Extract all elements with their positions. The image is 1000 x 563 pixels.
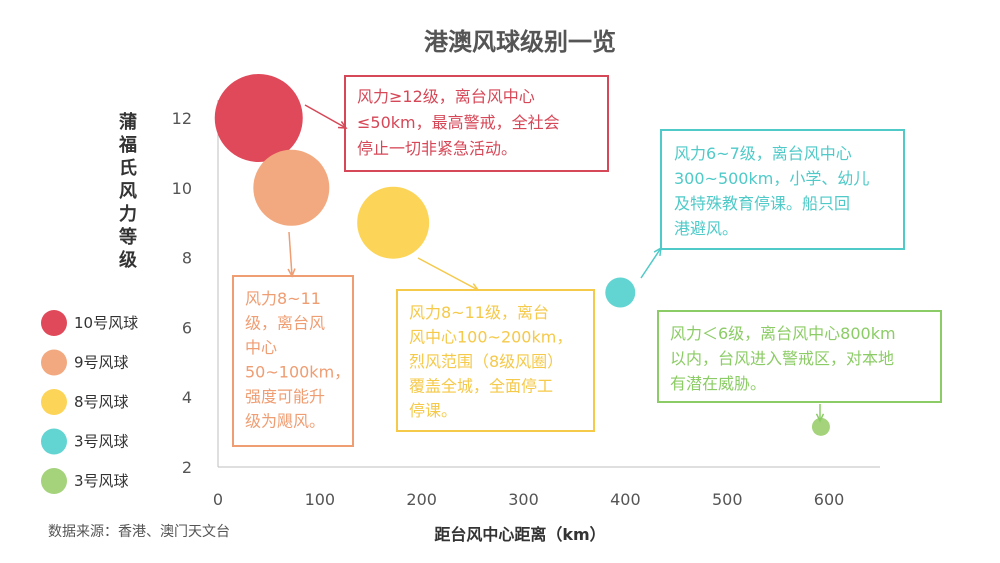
legend-swatch bbox=[41, 349, 67, 376]
data-points bbox=[214, 74, 830, 436]
annotation-frame bbox=[396, 289, 595, 432]
x-tick-label: 100 bbox=[305, 490, 336, 509]
chart-title: 港澳风球级别一览 bbox=[424, 28, 616, 56]
x-axis-label: 距台风中心距离（km） bbox=[434, 525, 605, 544]
annotation-line: 覆盖全城，全面停工 bbox=[409, 377, 553, 396]
x-tick-label: 400 bbox=[610, 490, 641, 509]
annotation-line: 风力≥12级，离台风中心 bbox=[357, 87, 535, 106]
annotation-box: 风力6~7级，离台风中心 300~500km，小学、幼儿及特殊教育停课。船只回港避… bbox=[640, 129, 905, 279]
annotation-line: ≤50km，最高警戒，全社会 bbox=[357, 113, 560, 132]
data-point bbox=[605, 277, 636, 308]
x-tick-label: 600 bbox=[814, 490, 845, 509]
legend-item: 8号风球 bbox=[41, 389, 129, 415]
data-point bbox=[253, 149, 330, 226]
annotation-frame bbox=[232, 275, 354, 447]
annotation-arrowhead bbox=[815, 413, 825, 423]
annotation-line: 风中心100~200km， bbox=[409, 328, 572, 347]
source-note: 数据来源：香港、澳门天文台 bbox=[48, 524, 230, 540]
annotation-line: 强度可能升 bbox=[245, 387, 325, 406]
legend-swatch bbox=[41, 389, 67, 415]
annotation-arrow bbox=[640, 247, 662, 279]
annotation-line: 及特殊教育停课。船只回 bbox=[674, 194, 850, 213]
y-tick-label: 6 bbox=[182, 318, 192, 337]
x-tick-label: 0 bbox=[213, 490, 223, 509]
annotation-line: 级，离台风 bbox=[245, 314, 325, 333]
annotation-line: 港避风。 bbox=[674, 219, 738, 238]
annotation-arrow bbox=[288, 231, 293, 277]
annotation-arrow bbox=[417, 257, 479, 291]
y-tick-label: 12 bbox=[172, 109, 192, 128]
legend-item: 3号风球 bbox=[41, 468, 129, 494]
legend-label: 8号风球 bbox=[74, 393, 129, 411]
legend-item: 10号风球 bbox=[41, 310, 138, 336]
legend-label: 3号风球 bbox=[74, 433, 129, 451]
annotation-line: 中心 bbox=[245, 338, 277, 357]
annotation-arrowhead bbox=[653, 246, 662, 257]
annotation-line: 停止一切非紧急活动。 bbox=[357, 139, 517, 158]
axes: 0 100 200 300 400 500 600 2 4 6 8 10 12 bbox=[172, 100, 880, 509]
annotation-frame bbox=[660, 129, 905, 250]
legend-swatch bbox=[41, 310, 67, 336]
annotation-arrowhead bbox=[287, 268, 296, 278]
x-tick-label: 500 bbox=[712, 490, 743, 509]
annotation-line: 风力＜6级，离台风中心800km bbox=[670, 324, 896, 343]
annotation-arrowhead bbox=[469, 283, 480, 291]
annotation-arrowhead bbox=[337, 121, 348, 129]
data-point bbox=[811, 417, 830, 436]
annotation-line: 停课。 bbox=[409, 401, 457, 420]
legend-item: 3号风球 bbox=[41, 428, 129, 455]
annotation-line: 风力8~11级，离台 bbox=[409, 303, 549, 322]
x-tick-label: 200 bbox=[406, 490, 437, 509]
annotations: 风力≥12级，离台风中心 ≤50km，最高警戒，全社会停止一切非紧急活动。风力8~… bbox=[232, 75, 942, 447]
annotation-line: 风力8~11 bbox=[245, 289, 321, 308]
annotation-frame bbox=[657, 310, 942, 403]
annotation-line: 300~500km，小学、幼儿 bbox=[674, 169, 869, 188]
x-tick-label: 300 bbox=[508, 490, 539, 509]
y-tick-label: 8 bbox=[182, 249, 192, 268]
annotation-line: 烈风范围（8级风圈） bbox=[409, 352, 563, 371]
legend-swatch bbox=[41, 428, 67, 455]
annotation-line: 50~100km， bbox=[245, 363, 350, 382]
legend-label: 10号风球 bbox=[74, 314, 138, 332]
y-tick-label: 2 bbox=[182, 458, 192, 477]
legend-label: 9号风球 bbox=[74, 354, 129, 372]
y-axis-label: 蒲福氏风力等级 bbox=[118, 112, 138, 271]
legend-item: 9号风球 bbox=[41, 349, 129, 376]
annotation-arrow bbox=[304, 104, 347, 129]
data-point bbox=[214, 74, 303, 162]
data-point bbox=[357, 186, 430, 259]
legend-swatch bbox=[41, 468, 67, 494]
annotation-line: 风力6~7级，离台风中心 bbox=[674, 144, 852, 163]
annotation-line: 级为飓风。 bbox=[245, 412, 325, 431]
annotation-line: 以内，台风进入警戒区，对本地 bbox=[670, 349, 894, 368]
y-tick-label: 10 bbox=[172, 179, 192, 198]
legend: 10号风球 9号风球 8号风球 3号风球 3号风球 bbox=[41, 310, 138, 494]
legend-label: 3号风球 bbox=[74, 472, 129, 490]
y-tick-label: 4 bbox=[182, 388, 192, 407]
annotation-frame bbox=[344, 75, 609, 172]
annotation-line: 有潜在威胁。 bbox=[670, 374, 766, 393]
